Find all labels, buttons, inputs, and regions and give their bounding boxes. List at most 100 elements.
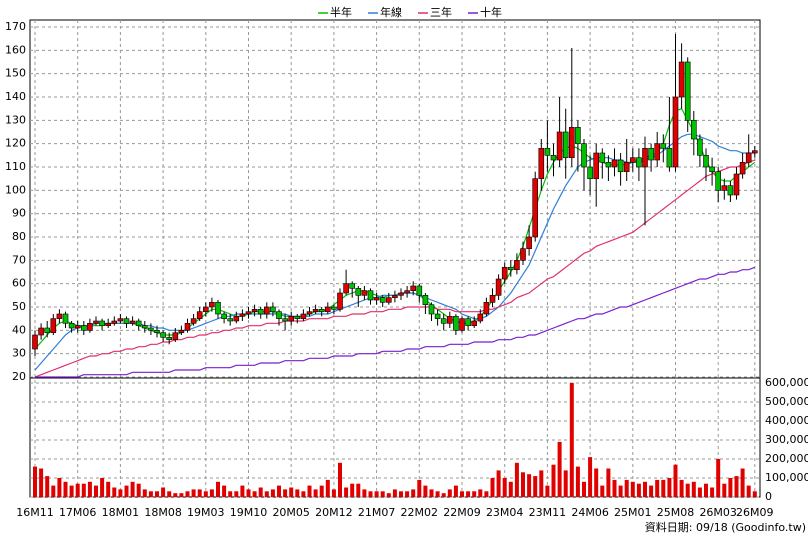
volume-bar bbox=[356, 483, 361, 497]
candle-body bbox=[605, 162, 612, 168]
volume-bar bbox=[618, 485, 623, 497]
y-tick-label: 40 bbox=[12, 323, 26, 336]
candle-body bbox=[709, 166, 715, 172]
y2-tick-label: 200,000 bbox=[765, 452, 808, 465]
volume-bar bbox=[600, 485, 605, 497]
volume-bar bbox=[94, 485, 98, 497]
volume-bar bbox=[246, 489, 251, 497]
candle-body bbox=[398, 292, 404, 296]
volume-bar bbox=[69, 485, 74, 497]
volume-bar bbox=[319, 485, 324, 497]
candle-body bbox=[593, 152, 600, 179]
x-tick-label: 18M01 bbox=[102, 506, 140, 519]
volume-bar bbox=[350, 483, 355, 497]
volume-bar bbox=[624, 479, 629, 497]
candle-body bbox=[123, 318, 130, 324]
candle-body bbox=[660, 143, 667, 149]
volume-bar bbox=[478, 489, 483, 497]
candle-body bbox=[532, 178, 539, 238]
candle-body bbox=[666, 148, 673, 168]
candle-body bbox=[203, 306, 209, 312]
candle-body bbox=[62, 313, 69, 324]
volume-bar bbox=[264, 491, 269, 497]
candle-body bbox=[733, 173, 740, 196]
candle-body bbox=[483, 302, 490, 315]
volume-bar bbox=[453, 485, 458, 497]
volume-bar bbox=[124, 485, 129, 497]
candle-body bbox=[239, 313, 246, 317]
volume-bar bbox=[57, 478, 62, 497]
candle-body bbox=[355, 288, 362, 296]
volume-bar bbox=[441, 493, 446, 497]
volume-bar bbox=[575, 466, 580, 497]
volume-bar bbox=[545, 485, 550, 497]
candle-body bbox=[324, 306, 331, 312]
x-tick-label: 22M02 bbox=[401, 506, 439, 519]
volume-bar bbox=[673, 464, 678, 497]
candle-body bbox=[68, 323, 75, 329]
volume-bar bbox=[630, 481, 635, 497]
volume-bar bbox=[258, 487, 263, 497]
volume-bar bbox=[588, 457, 593, 497]
volume-bar bbox=[307, 485, 312, 497]
volume-bar bbox=[679, 479, 684, 497]
candle-body bbox=[184, 323, 191, 331]
candle-body bbox=[129, 320, 136, 324]
candle-body bbox=[526, 236, 532, 249]
candle-body bbox=[684, 61, 691, 121]
volume-bar bbox=[75, 483, 80, 497]
volume-bar bbox=[606, 468, 611, 497]
candle-body bbox=[410, 285, 417, 291]
volume-bar bbox=[173, 493, 178, 497]
x-tick-label: 22M09 bbox=[443, 506, 481, 519]
candle-body bbox=[465, 318, 471, 326]
volume-bar bbox=[216, 481, 220, 497]
y-tick-label: 30 bbox=[12, 347, 26, 360]
candle-body bbox=[739, 162, 746, 175]
volume-bar bbox=[399, 491, 403, 497]
x-tick-label: 24M06 bbox=[571, 506, 609, 519]
volume-bar bbox=[228, 491, 233, 497]
candle-body bbox=[581, 143, 587, 168]
volume-bar bbox=[557, 441, 562, 497]
candle-body bbox=[32, 334, 38, 350]
candle-body bbox=[404, 290, 410, 294]
x-tick-label: 26M09 bbox=[736, 506, 774, 519]
volume-bar bbox=[63, 481, 68, 497]
candle-body bbox=[642, 148, 648, 168]
candle-body bbox=[282, 318, 288, 322]
candle-body bbox=[416, 285, 423, 296]
ma-line bbox=[34, 159, 756, 378]
candle-body bbox=[745, 152, 752, 163]
x-tick-label: 20M12 bbox=[315, 506, 353, 519]
volume-bar bbox=[39, 468, 44, 497]
y-tick-label: 160 bbox=[5, 43, 26, 56]
volume-bar bbox=[325, 479, 330, 497]
y2-tick-label: 0 bbox=[765, 490, 772, 503]
volume-bar bbox=[106, 481, 111, 497]
volume-bar bbox=[118, 489, 123, 497]
volume-bar bbox=[752, 491, 757, 497]
volume-bar bbox=[429, 489, 434, 497]
candle-body bbox=[44, 327, 51, 333]
y-tick-label: 80 bbox=[12, 230, 26, 243]
volume-bar bbox=[435, 491, 440, 497]
x-tick-label: 16M11 bbox=[16, 506, 54, 519]
volume-bar bbox=[594, 468, 599, 497]
candle-body bbox=[215, 302, 221, 315]
volume-bar bbox=[417, 479, 422, 497]
candle-body bbox=[654, 143, 661, 161]
candle-body bbox=[562, 131, 569, 158]
candle-body bbox=[117, 318, 124, 322]
candle-body bbox=[154, 330, 160, 333]
volume-bar bbox=[661, 479, 666, 497]
y-tick-label: 70 bbox=[12, 253, 26, 266]
volume-bar bbox=[728, 478, 733, 497]
volume-bar bbox=[270, 489, 275, 497]
candle-body bbox=[495, 278, 502, 296]
x-tick-label: 19M03 bbox=[187, 506, 225, 519]
volume-bar bbox=[87, 481, 92, 497]
volume-bar bbox=[649, 485, 654, 497]
volume-bar bbox=[209, 489, 214, 497]
